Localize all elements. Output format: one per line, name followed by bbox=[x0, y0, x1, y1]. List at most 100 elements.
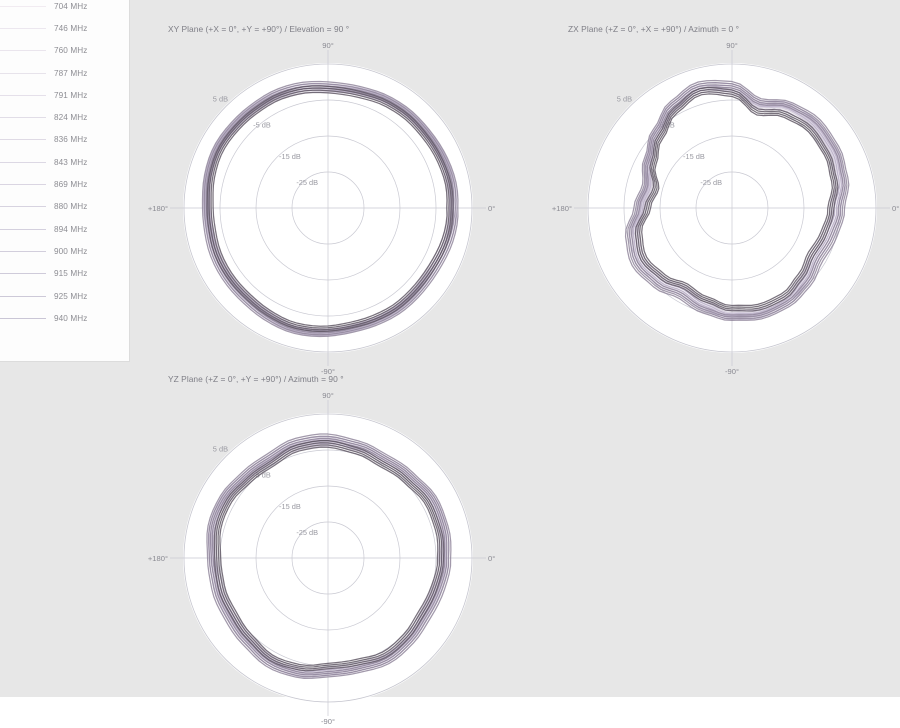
pattern-trace bbox=[217, 444, 441, 668]
legend-item-label: 791 MHz bbox=[54, 90, 88, 100]
pattern-trace bbox=[210, 89, 450, 329]
legend-color-swatch bbox=[0, 273, 46, 275]
angle-tick-label: 90° bbox=[726, 41, 737, 50]
radial-tick-label: -15 dB bbox=[683, 152, 705, 161]
legend-color-swatch bbox=[0, 295, 46, 297]
pattern-trace bbox=[208, 87, 452, 331]
legend-item-label: 900 MHz bbox=[54, 246, 88, 256]
legend-item[interactable]: 925 MHz bbox=[0, 285, 129, 307]
polar-canvas-xy: 5 dB -5 dB -15 dB -25 dB 90° 0° -90° +180° bbox=[148, 38, 498, 378]
legend-item[interactable]: 915 MHz bbox=[0, 263, 129, 285]
legend-color-swatch bbox=[0, 27, 46, 29]
pattern-trace bbox=[213, 439, 445, 672]
radial-tick-label: 5 dB bbox=[213, 444, 228, 453]
angle-tick-label: +180° bbox=[552, 204, 572, 213]
legend-item[interactable]: 894 MHz bbox=[0, 218, 129, 240]
legend-item-label: 787 MHz bbox=[54, 68, 88, 78]
legend-item-label: 869 MHz bbox=[54, 180, 88, 190]
legend-item-label: 760 MHz bbox=[54, 46, 88, 56]
pattern-trace bbox=[206, 433, 452, 679]
legend-item-label: 824 MHz bbox=[54, 113, 88, 123]
legend-item[interactable]: 824 MHz bbox=[0, 106, 129, 128]
pattern-trace bbox=[629, 84, 846, 318]
legend-color-swatch bbox=[0, 228, 46, 230]
pattern-trace bbox=[211, 439, 446, 674]
radial-tick-label: 5 dB bbox=[617, 94, 632, 103]
legend-color-swatch bbox=[0, 139, 46, 141]
angle-tick-label: 0° bbox=[892, 204, 899, 213]
pattern-trace bbox=[206, 85, 454, 333]
legend-color-swatch bbox=[0, 184, 46, 186]
legend-item[interactable]: 940 MHz bbox=[0, 307, 129, 329]
legend-item-label: 925 MHz bbox=[54, 291, 88, 301]
legend-item[interactable]: 836 MHz bbox=[0, 129, 129, 151]
legend-item-label: 843 MHz bbox=[54, 157, 88, 167]
legend-item[interactable]: 746 MHz bbox=[0, 17, 129, 39]
legend-color-swatch bbox=[0, 206, 46, 208]
legend-item[interactable]: 900 MHz bbox=[0, 240, 129, 262]
legend-color-swatch bbox=[0, 250, 46, 252]
angle-tick-label: -90° bbox=[321, 717, 335, 726]
radial-tick-label: -15 dB bbox=[279, 152, 301, 161]
radial-tick-label: -15 dB bbox=[279, 502, 301, 511]
angle-tick-label: -90° bbox=[321, 367, 335, 376]
legend-item[interactable]: 787 MHz bbox=[0, 62, 129, 84]
legend-color-swatch bbox=[0, 50, 46, 52]
legend-color-swatch bbox=[0, 5, 46, 7]
pattern-trace bbox=[624, 79, 850, 322]
legend-item-label: 940 MHz bbox=[54, 313, 88, 323]
angle-tick-label: +180° bbox=[148, 204, 168, 213]
pattern-trace bbox=[212, 91, 448, 327]
pattern-trace bbox=[203, 83, 457, 336]
pattern-trace bbox=[631, 86, 844, 316]
plot-title-xy: XY Plane (+X = 0°, +Y = +90°) / Elevatio… bbox=[168, 24, 350, 34]
angle-tick-label: +180° bbox=[148, 554, 168, 563]
plot-zx-plane: ZX Plane (+Z = 0°, +X = +90°) / Azimuth … bbox=[552, 24, 899, 376]
pattern-trace bbox=[215, 442, 443, 670]
polar-canvas-zx: 5 dB -5 dB -15 dB -25 dB 90° 0° -90° +180° bbox=[552, 38, 900, 378]
legend-color-swatch bbox=[0, 94, 46, 96]
plot-yz-plane: YZ Plane (+Z = 0°, +Y = +90°) / Azimuth … bbox=[148, 374, 518, 726]
legend-item[interactable]: 869 MHz bbox=[0, 173, 129, 195]
plot-xy-plane: XY Plane (+X = 0°, +Y = +90°) / Elevatio… bbox=[148, 24, 518, 376]
legend-item-label: 704 MHz bbox=[54, 1, 88, 11]
legend-item-label: 894 MHz bbox=[54, 224, 88, 234]
legend-item[interactable]: 791 MHz bbox=[0, 84, 129, 106]
pattern-trace bbox=[634, 88, 840, 315]
plot-title-yz: YZ Plane (+Z = 0°, +Y = +90°) / Azimuth … bbox=[168, 374, 344, 384]
radial-tick-label: 5 dB bbox=[213, 94, 228, 103]
frequency-legend: 704 MHz 746 MHz 760 MHz 787 MHz 791 MHz 824 M… bbox=[0, 0, 130, 362]
angle-tick-label: 90° bbox=[322, 41, 333, 50]
plot-title-zx: ZX Plane (+Z = 0°, +X = +90°) / Azimuth … bbox=[568, 24, 740, 34]
pattern-trace bbox=[208, 435, 450, 678]
angle-tick-label: 90° bbox=[322, 391, 333, 400]
radial-tick-label: -25 dB bbox=[296, 178, 318, 187]
radial-tick-label: -25 dB bbox=[700, 178, 722, 187]
pattern-trace bbox=[626, 82, 848, 320]
legend-item-label: 880 MHz bbox=[54, 202, 88, 212]
legend-item-label: 915 MHz bbox=[54, 269, 88, 279]
angle-tick-label: 0° bbox=[488, 554, 495, 563]
pattern-trace bbox=[209, 437, 448, 676]
pattern-trace bbox=[641, 93, 833, 307]
legend-item[interactable]: 760 MHz bbox=[0, 40, 129, 62]
angle-tick-label: -90° bbox=[725, 367, 739, 376]
legend-item-label: 746 MHz bbox=[54, 23, 88, 33]
pattern-trace bbox=[634, 86, 839, 312]
legend-row-list: 704 MHz 746 MHz 760 MHz 787 MHz 791 MHz 824 M… bbox=[0, 0, 129, 329]
radial-tick-label: -25 dB bbox=[296, 528, 318, 537]
legend-color-swatch bbox=[0, 161, 46, 163]
radial-tick-label: -5 dB bbox=[253, 120, 271, 129]
legend-color-swatch bbox=[0, 317, 46, 319]
angle-tick-label: 0° bbox=[488, 204, 495, 213]
pattern-trace bbox=[201, 80, 459, 338]
legend-color-swatch bbox=[0, 72, 46, 74]
pattern-trace bbox=[639, 91, 835, 308]
polar-canvas-yz: 5 dB -5 dB -15 dB -25 dB 90° 0° -90° +180° bbox=[148, 388, 498, 728]
legend-item[interactable]: 704 MHz bbox=[0, 0, 129, 17]
legend-item[interactable]: 880 MHz bbox=[0, 196, 129, 218]
radial-tick-label: -5 dB bbox=[253, 470, 271, 479]
legend-item[interactable]: 843 MHz bbox=[0, 151, 129, 173]
legend-color-swatch bbox=[0, 117, 46, 119]
